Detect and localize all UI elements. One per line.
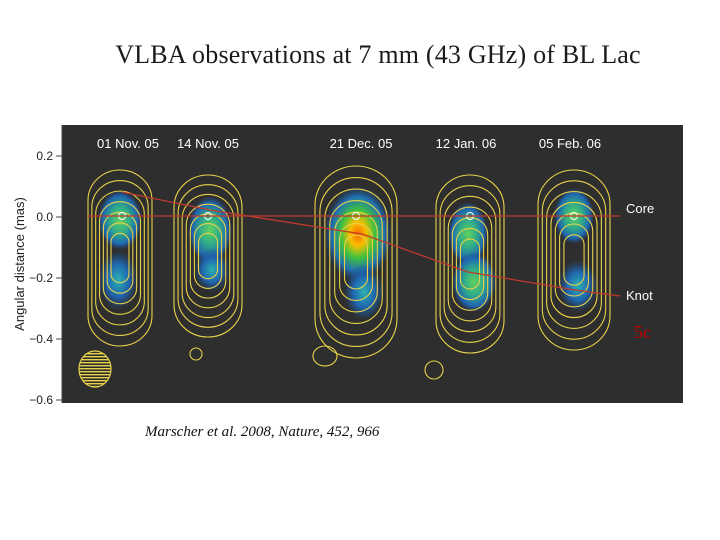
contour-line — [87, 169, 153, 347]
contour-line — [455, 227, 485, 301]
contour-line — [110, 232, 130, 284]
knot-label: Knot — [626, 288, 653, 303]
knot-annotation: 5c — [634, 322, 651, 342]
contour-line — [185, 203, 231, 309]
contour-line — [435, 174, 505, 354]
source-epoch-4 — [435, 174, 505, 354]
knot-line — [121, 191, 621, 297]
source-images — [87, 165, 611, 380]
contour-line — [197, 232, 219, 280]
y-tick-label: 0.0 — [36, 210, 53, 224]
emission-blob — [98, 250, 138, 310]
contour-line — [559, 223, 589, 297]
contour-line — [91, 180, 149, 336]
contour-line — [98, 201, 142, 315]
source-epoch-2 — [173, 174, 243, 338]
contour-line — [554, 212, 594, 308]
y-axis-ticks: 0.2 0.0 −0.2 −0.4 −0.6 — [29, 149, 62, 407]
emission-blob — [194, 248, 230, 292]
isolated-contour — [424, 360, 444, 380]
contour-line — [177, 184, 239, 328]
core-label: Core — [626, 201, 654, 216]
contour-line — [95, 190, 145, 326]
epoch-label-2: 14 Nov. 05 — [177, 136, 239, 151]
contour-line — [546, 191, 602, 329]
contour-line — [173, 174, 243, 338]
epoch-label-3: 21 Dec. 05 — [330, 136, 393, 151]
y-tick-label: 0.2 — [36, 149, 53, 163]
contour-line — [550, 201, 598, 319]
contour-line — [447, 206, 493, 322]
contour-line — [563, 234, 585, 286]
contour-line — [102, 211, 138, 305]
contour-line — [439, 185, 501, 343]
emission-blob — [344, 264, 384, 320]
contour-line — [459, 238, 481, 290]
contour-line — [319, 176, 393, 348]
y-tick-label: −0.4 — [29, 332, 53, 346]
contour-line — [537, 169, 611, 351]
y-tick-label: −0.2 — [29, 271, 53, 285]
y-tick-label: −0.6 — [29, 393, 53, 407]
contour-line — [181, 193, 235, 319]
slide-title: VLBA observations at 7 mm (43 GHz) of BL… — [115, 40, 641, 69]
epoch-label-5: 05 Feb. 06 — [539, 136, 601, 151]
contour-line — [314, 165, 398, 359]
isolated-contour — [189, 347, 203, 361]
contour-line — [541, 180, 607, 340]
emission-blob — [98, 190, 142, 250]
contour-line — [324, 188, 388, 336]
y-axis-label: Angular distance (mas) — [12, 197, 27, 331]
isolated-contour — [312, 345, 338, 367]
vlba-image-panel: 0.2 0.0 −0.2 −0.4 −0.6 Angular distance (mas… — [12, 125, 683, 407]
source-epoch-1 — [87, 169, 153, 347]
citation: Marscher et al. 2008, Nature, 452, 966 — [145, 424, 380, 440]
contour-line — [106, 222, 134, 294]
emission-blob — [452, 252, 496, 312]
contour-line — [451, 217, 489, 311]
contour-line — [343, 234, 369, 290]
contour-line — [193, 223, 223, 289]
beam-ellipse — [78, 350, 112, 388]
vlba-figure: 0.2 0.0 −0.2 −0.4 −0.6 Angular distance (mas… — [0, 110, 720, 410]
emission-blob — [448, 202, 488, 266]
contour-line — [189, 213, 227, 299]
epoch-label-4: 12 Jan. 06 — [436, 136, 497, 151]
contour-line — [329, 200, 383, 324]
epoch-label-1: 01 Nov. 05 — [97, 136, 159, 151]
contour-line — [339, 223, 373, 301]
